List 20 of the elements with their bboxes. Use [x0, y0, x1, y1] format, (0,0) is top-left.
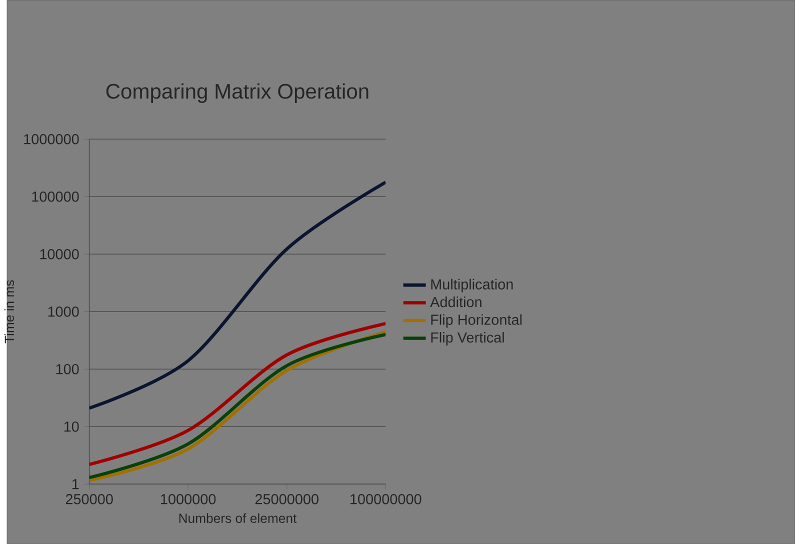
x-tick-label: 1000000 — [161, 494, 216, 504]
legend-label: Addition — [430, 296, 482, 308]
y-tick-label: 10 — [64, 421, 79, 432]
y-tick-label: 1000000 — [24, 134, 79, 144]
legend-label: Flip Horizontal — [431, 314, 522, 328]
y-tick-label: 1000 — [48, 306, 79, 317]
y-tick-label: 100000 — [32, 191, 79, 202]
chart-title: Comparing Matrix Operation — [106, 83, 368, 103]
x-axis-title: Numbers of element — [179, 513, 297, 523]
line-series — [89, 180, 386, 410]
legend-label: Multiplication — [431, 278, 513, 292]
y-axis-title: Time in ms — [4, 280, 14, 344]
x-tick-label: 250000 — [66, 494, 113, 504]
legend-label: Flip Vertical — [431, 332, 504, 346]
line-series — [89, 322, 386, 466]
x-tick-label: 100000000 — [350, 494, 422, 504]
y-tick-label: 10000 — [40, 248, 79, 260]
x-tick-label: 25000000 — [255, 494, 318, 504]
y-tick-label: 100 — [56, 364, 79, 374]
y-tick-label: 1 — [72, 479, 79, 489]
